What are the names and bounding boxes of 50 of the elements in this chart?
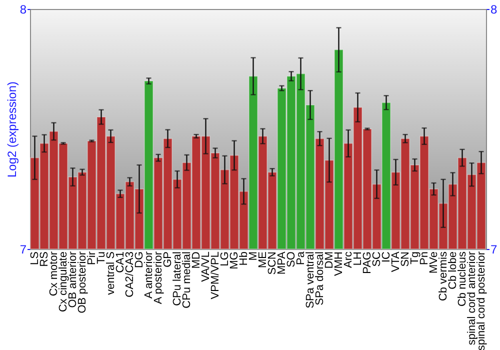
x-tick-label: SPa dorsal — [314, 252, 326, 306]
x-tick-label: PAG — [361, 252, 374, 274]
x-tick-label: CA2/CA3 — [124, 252, 136, 298]
x-tick-label: MD — [190, 251, 202, 269]
x-tick-label: LS — [28, 252, 41, 265]
x-tick-label: SN — [399, 251, 412, 267]
x-tick-label: SCN — [266, 251, 278, 275]
x-tick-label: CA1 — [114, 252, 126, 273]
x-tick-label: DG — [133, 252, 146, 268]
x-tick-label: OB posterior — [76, 251, 88, 314]
x-tick-label: DM — [323, 252, 336, 269]
x-tick-label: MPA — [276, 250, 288, 275]
x-tick-label: VA/VL — [200, 252, 212, 282]
y2-tick-label: 8 — [490, 2, 498, 16]
y-axis-title: Log2 (expression) — [4, 81, 19, 178]
x-tick-label: LH — [352, 251, 364, 266]
x-tick-label: CPu medial — [180, 252, 193, 308]
x-tick-label: OB anterior — [66, 251, 79, 308]
x-tick-label: IC — [380, 251, 392, 262]
x-tick-label: RS — [38, 252, 50, 267]
x-tick-label: Arc — [342, 251, 354, 268]
x-tick-label: Pir — [86, 251, 98, 265]
x-tick-label: ME — [256, 252, 269, 268]
x-tick-label: Tg — [408, 252, 421, 264]
x-tick-label: MG — [228, 252, 240, 270]
x-tick-label: VMH — [332, 251, 345, 276]
x-tick-label: GP — [162, 252, 174, 268]
x-tick-label: VTA — [390, 250, 402, 272]
x-tick-label: M — [247, 252, 260, 261]
x-tick-label: Hb — [238, 252, 250, 266]
x-tick-label: SPa ventral — [304, 252, 316, 308]
x-tick-label: LG — [218, 252, 231, 266]
x-tick-label: Tu — [95, 252, 108, 264]
x-tick-label: Cb vermis — [437, 251, 450, 302]
x-tick-label: VPM/VPL — [209, 252, 222, 300]
x-tick-label: spinal cord anterior — [466, 251, 478, 346]
x-tick-label: A posterior — [152, 251, 164, 304]
x-tick-label: SC — [370, 251, 383, 267]
x-tick-label: Cx motor — [48, 251, 60, 296]
x-tick-label: A anterior — [142, 251, 155, 299]
x-tick-label: Cb lobe — [446, 252, 459, 290]
x-tick-label: SO — [285, 251, 298, 268]
x-tick-label: ventral S — [104, 252, 117, 295]
x-tick-label: Cb nucleus — [456, 251, 468, 307]
x-tick-label: Cx cingulate — [57, 252, 70, 312]
y2-tick-label: 7 — [490, 242, 498, 256]
x-tick-label: CPu lateral — [171, 252, 184, 306]
x-tick-label: MVe — [428, 252, 440, 274]
x-tick-label: spinal cord posterior — [475, 251, 488, 350]
x-tick-label: Pa — [294, 250, 307, 265]
